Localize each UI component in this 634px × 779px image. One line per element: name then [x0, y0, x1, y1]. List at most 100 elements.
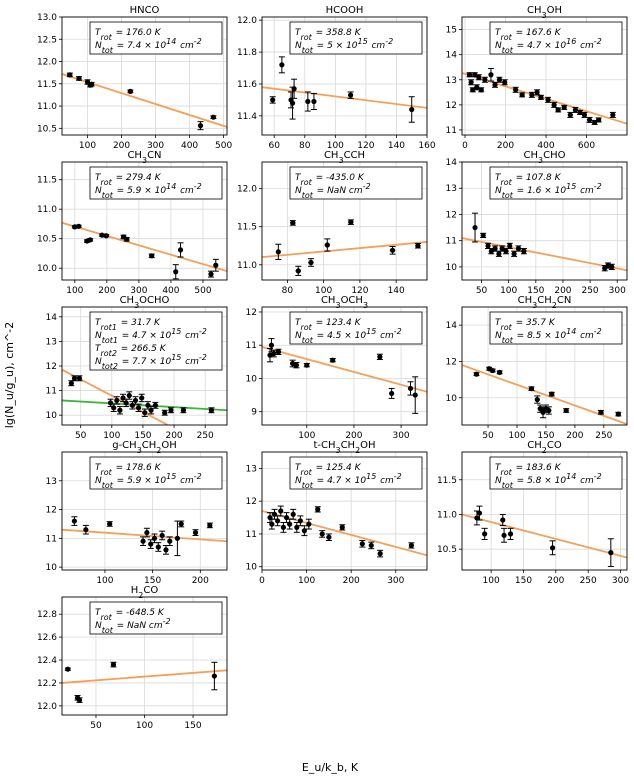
y-tick-label: 14 — [46, 313, 58, 323]
point-marker — [478, 87, 484, 93]
annotation-box — [489, 456, 623, 490]
y-tick-label: 13 — [46, 337, 57, 347]
plot-area — [262, 56, 427, 123]
data-point — [155, 542, 162, 552]
data-point — [270, 349, 277, 358]
annotation-box — [289, 311, 423, 345]
y-tick-label: 12.4 — [37, 656, 57, 666]
data-point — [555, 107, 562, 113]
data-point — [291, 78, 298, 99]
point-marker — [87, 237, 93, 243]
point-marker — [528, 386, 535, 392]
point-marker — [270, 97, 276, 103]
point-marker — [168, 407, 174, 413]
annotation-line: Ntot = 5.9 × 1014 cm-2 — [95, 182, 203, 200]
point-marker — [197, 123, 204, 129]
data-point — [572, 106, 579, 113]
x-tick-label: 400 — [162, 286, 179, 296]
y-tick-label: 13.0 — [37, 13, 57, 23]
point-marker — [126, 392, 132, 399]
annotation-box — [489, 166, 623, 200]
y-tick-label: 14 — [446, 321, 458, 331]
data-point — [414, 242, 421, 249]
data-point — [608, 263, 615, 271]
point-marker — [519, 92, 525, 98]
point-marker — [127, 88, 133, 94]
point-marker — [76, 375, 83, 381]
annotation-line: Ntot = NaN cm-2 — [295, 182, 372, 200]
y-tick-label: 12 — [246, 308, 257, 318]
x-tick-label: 100 — [103, 431, 120, 441]
point-marker — [389, 390, 395, 397]
data-point — [301, 525, 308, 537]
data-point — [307, 258, 314, 267]
data-point — [66, 72, 73, 78]
fit-line — [62, 528, 227, 543]
point-marker — [409, 106, 415, 113]
annotation-box — [489, 311, 623, 345]
y-tick-label: 10 — [46, 411, 58, 421]
point-marker — [275, 518, 281, 524]
data-point — [607, 538, 614, 568]
plot-area — [62, 516, 227, 557]
y-tick-label: 12 — [446, 101, 457, 111]
y-tick-label: 14 — [446, 158, 458, 168]
point-marker — [71, 375, 78, 381]
point-marker — [377, 354, 383, 360]
y-tick-label: 12 — [446, 357, 457, 367]
y-tick-label: 12.5 — [37, 35, 57, 45]
data-point — [545, 406, 552, 415]
y-tick-label: 10 — [46, 563, 58, 573]
data-point — [347, 219, 354, 225]
point-marker — [470, 87, 476, 93]
panel-ch3ch2cn: 50 100 150 200 250 10 12 14 CH3CH2CN Trot = 35.7 … — [446, 295, 628, 441]
x-tick-label: 500 — [194, 286, 211, 296]
x-tick-label: 100 — [315, 286, 332, 296]
plot-area — [262, 338, 427, 414]
point-marker — [389, 247, 396, 253]
data-point — [478, 87, 485, 93]
panel-title: t-CH3CH2OH — [313, 440, 375, 455]
point-marker — [511, 251, 517, 257]
data-point — [304, 91, 311, 112]
annotation-box — [89, 311, 223, 371]
point-marker — [275, 349, 282, 355]
fit-line — [262, 241, 427, 259]
data-point — [162, 545, 169, 555]
axes-frame — [461, 161, 628, 281]
point-marker — [208, 271, 214, 277]
point-marker — [275, 249, 281, 255]
point-marker — [173, 269, 179, 275]
x-tick-label: 200 — [113, 141, 130, 151]
point-marker — [339, 524, 345, 530]
fit-line — [62, 669, 227, 684]
point-marker — [306, 521, 312, 527]
panel-t-ch3ch2oh: 0 100 200 300 10 11 12 13 t-CH3CH2OH Trot = 125.4… — [246, 440, 428, 586]
data-point — [295, 265, 302, 276]
fit-line — [462, 364, 627, 425]
data-point — [496, 369, 503, 375]
y-tick-label: 13 — [446, 76, 457, 86]
point-marker — [180, 407, 187, 413]
axes-frame — [61, 451, 228, 571]
data-point — [324, 238, 331, 252]
data-point — [481, 76, 488, 83]
y-tick-label: 12.2 — [37, 679, 57, 689]
data-point — [534, 89, 541, 96]
data-point — [208, 407, 215, 414]
y-tick-label: 11.4 — [237, 112, 257, 122]
data-point — [314, 506, 321, 513]
data-point — [310, 93, 317, 110]
annotation-line: Trot1 = 31.7 K — [95, 318, 161, 332]
panel-ch3oh: 0 200 400 600 11 12 13 14 15 CH3OH Trot = 167.6 KN… — [446, 5, 628, 151]
point-marker — [289, 100, 296, 106]
x-tick-label: 200 — [566, 431, 583, 441]
annotation-line: Trot = 279.4 K — [95, 173, 162, 187]
data-point — [197, 121, 204, 131]
point-marker — [521, 248, 527, 254]
data-point — [120, 234, 127, 240]
data-point — [116, 406, 123, 415]
x-tick-label: 500 — [215, 141, 232, 151]
fit-line — [62, 221, 227, 273]
